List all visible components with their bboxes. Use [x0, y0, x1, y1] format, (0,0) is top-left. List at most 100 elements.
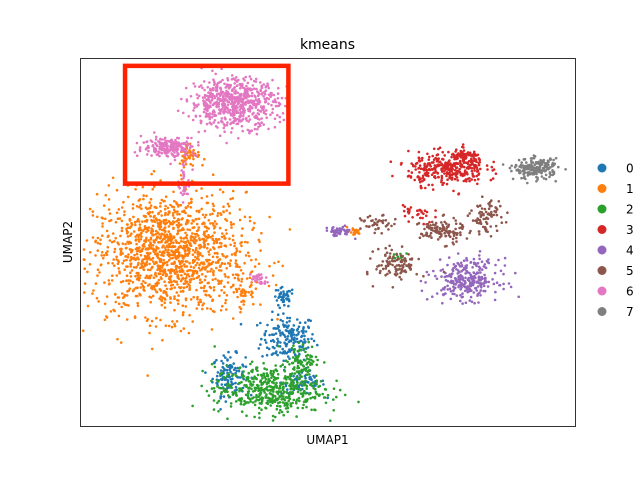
scatter-point [143, 245, 146, 248]
scatter-point [252, 226, 255, 230]
scatter-point [142, 229, 145, 232]
scatter-point [302, 347, 306, 351]
scatter-point [158, 218, 161, 222]
scatter-point [149, 296, 153, 299]
scatter-point [454, 264, 458, 268]
scatter-point [225, 368, 229, 372]
scatter-point [91, 236, 95, 239]
scatter-point [239, 284, 242, 287]
scatter-point [300, 334, 304, 338]
scatter-point [180, 286, 183, 289]
scatter-point [189, 298, 193, 301]
scatter-point [286, 355, 290, 358]
scatter-point [440, 221, 443, 224]
scatter-point [212, 121, 215, 124]
scatter-point [454, 219, 458, 222]
scatter-point [223, 92, 226, 96]
scatter-point [164, 218, 168, 222]
scatter-point [226, 95, 230, 98]
scatter-point [271, 388, 275, 391]
scatter-point [172, 190, 175, 194]
scatter-point [229, 221, 233, 224]
scatter-point [305, 387, 309, 390]
scatter-point [308, 368, 311, 372]
scatter-point [312, 387, 316, 390]
scatter-point [480, 260, 484, 264]
scatter-point [197, 258, 200, 261]
scatter-point [190, 222, 193, 225]
scatter-point [173, 158, 177, 162]
scatter-point [480, 213, 483, 217]
scatter-point [223, 237, 226, 240]
scatter-point [169, 140, 172, 144]
scatter-point [486, 217, 490, 220]
scatter-point [299, 392, 303, 395]
scatter-point [323, 361, 326, 364]
scatter-point [188, 250, 191, 253]
scatter-point [453, 177, 457, 181]
scatter-point [122, 259, 126, 263]
scatter-point [105, 295, 109, 298]
scatter-point [459, 294, 462, 297]
scatter-point [187, 252, 191, 255]
scatter-point [218, 188, 222, 191]
scatter-point [459, 231, 462, 234]
scatter-point [243, 215, 247, 219]
scatter-point [213, 365, 217, 369]
scatter-point [205, 102, 208, 105]
scatter-point [457, 192, 460, 196]
scatter-point [388, 252, 392, 255]
scatter-point [83, 267, 86, 271]
scatter-point [310, 345, 314, 349]
scatter-point [165, 142, 169, 145]
scatter-point [259, 249, 262, 252]
scatter-point [475, 221, 479, 224]
scatter-point [238, 265, 241, 269]
scatter-point [465, 256, 468, 260]
scatter-point [438, 160, 442, 164]
scatter-point [191, 320, 194, 323]
scatter-point [244, 356, 247, 359]
scatter-point [478, 282, 482, 285]
scatter-point [142, 285, 146, 289]
scatter-point [366, 272, 369, 276]
scatter-point [296, 327, 300, 331]
scatter-point [455, 281, 459, 284]
scatter-point [134, 274, 137, 278]
scatter-point [211, 255, 215, 259]
scatter-point [289, 372, 292, 376]
scatter-point [307, 360, 311, 364]
scatter-point [202, 289, 206, 293]
scatter-point [226, 90, 230, 94]
scatter-point [176, 283, 179, 286]
scatter-point [309, 363, 312, 367]
scatter-point [272, 369, 275, 373]
scatter-point [230, 253, 234, 256]
scatter-point [291, 372, 294, 375]
scatter-point [233, 391, 236, 395]
scatter-point [211, 208, 215, 211]
scatter-point [390, 248, 394, 252]
scatter-point [477, 173, 480, 177]
scatter-point [386, 272, 389, 276]
scatter-point [162, 200, 165, 203]
scatter-point [208, 258, 211, 262]
scatter-point [326, 393, 330, 397]
scatter-point [465, 237, 469, 240]
scatter-point [419, 279, 423, 283]
scatter-point [152, 284, 156, 288]
scatter-point [276, 97, 280, 100]
scatter-point [262, 381, 266, 384]
scatter-point [250, 270, 254, 273]
scatter-point [240, 380, 243, 384]
scatter-point [483, 263, 487, 266]
scatter-point [108, 212, 112, 215]
scatter-point [391, 174, 394, 178]
scatter-point [223, 110, 226, 113]
scatter-point [420, 289, 424, 293]
scatter-point [425, 169, 429, 172]
scatter-point [126, 195, 130, 199]
scatter-point [282, 295, 286, 299]
scatter-point [456, 232, 459, 235]
scatter-point [221, 362, 225, 365]
